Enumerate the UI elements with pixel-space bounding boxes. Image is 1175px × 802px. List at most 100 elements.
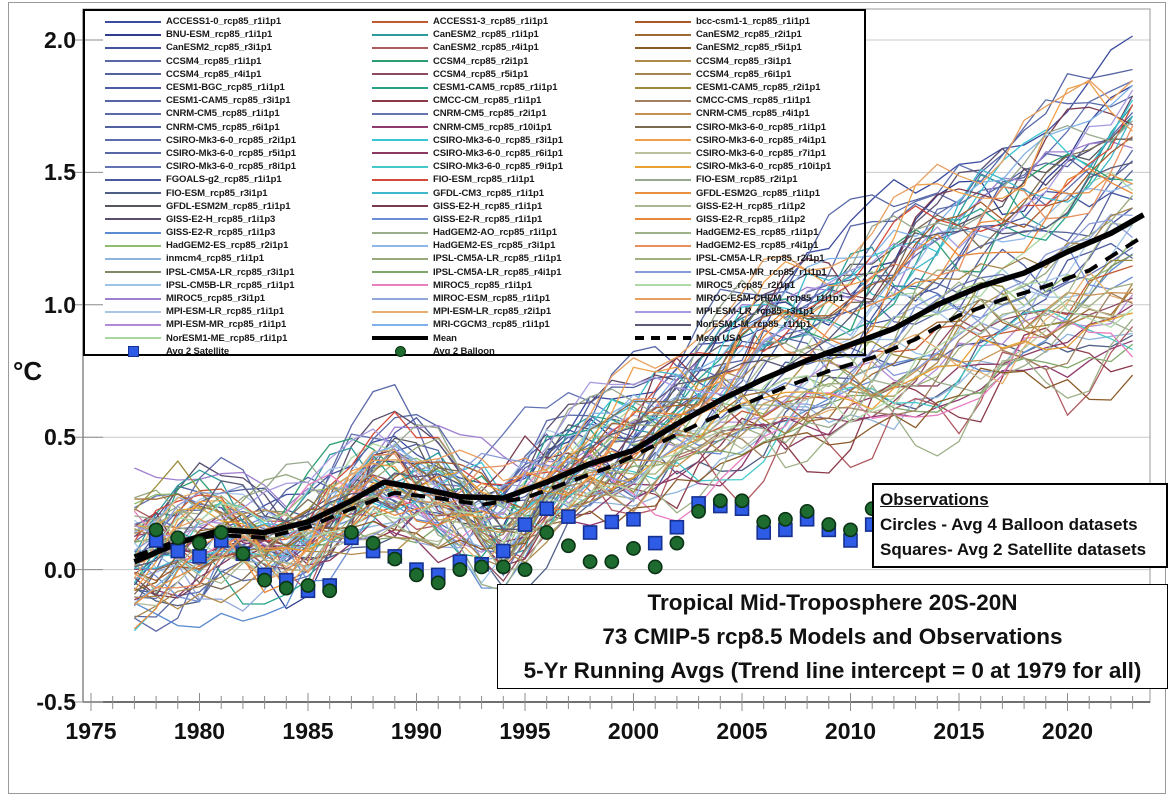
legend-item: CSIRO-Mk3-6-0_rcp85_r7i1p1 [635,147,844,160]
legend-item-label: BNU-ESM_rcp85_r1i1p1 [166,29,273,41]
legend-line-swatch [635,68,691,81]
legend-item: GISS-E2-R_rcp85_r1i1p3 [105,226,296,239]
legend-item-label: CNRM-CM5_rcp85_r4i1p1 [696,108,810,120]
legend-column: bcc-csm1-1_rcp85_r1i1p1 CanESM2_rcp85_r2i… [635,15,844,352]
legend-line-swatch [105,28,161,41]
legend-item-label: CCSM4_rcp85_r6i1p1 [696,68,792,80]
legend-item: CanESM2_rcp85_r2i1p1 [635,28,844,41]
legend-item-label: CanESM2_rcp85_r4i1p1 [433,42,539,54]
x-tick-label: 1985 [282,718,334,744]
legend-line-swatch [105,252,161,265]
legend-line-swatch [105,200,161,213]
legend-item-label: ACCESS1-3_rcp85_r1i1p1 [433,16,549,28]
legend-line-swatch [635,134,691,147]
legend-item: Avg 2 Satellite [105,345,296,358]
legend-line-swatch [105,134,161,147]
legend-item-label: CNRM-CM5_rcp85_r6i1p1 [166,121,280,133]
legend-item-label: MIROC5_rcp85_r2i1p1 [696,279,795,291]
legend-item: IPSL-CM5B-LR_rcp85_r1i1p1 [105,279,296,292]
satellite-marker [626,511,641,527]
x-tick-label: 1980 [173,718,226,744]
legend-item: CanESM2_rcp85_r5i1p1 [635,41,844,54]
legend-line-swatch [372,55,428,68]
balloon-marker [843,522,858,538]
model-line [133,106,1133,599]
satellite-marker [669,519,685,535]
model-line [134,173,1133,605]
balloon-marker [539,525,555,540]
satellite-marker [582,525,598,540]
balloon-marker [148,522,164,538]
legend-item: GFDL-CM3_rcp85_r1i1p1 [372,186,563,199]
legend-item-label: FIO-ESM_rcp85_r2i1p1 [696,174,798,186]
legend-item-label: HadGEM2-ES_rcp85_r1i1p1 [696,227,819,239]
legend-item-label: MIROC5_rcp85_r1i1p1 [433,279,532,291]
legend-line-swatch [372,187,428,200]
legend-line-swatch [372,147,428,160]
y-tick-label: 0.5 [44,424,76,451]
y-tick-label: 0.0 [44,556,76,583]
legend-item-label: GISS-E2-H_rcp85_r1i1p2 [696,200,806,212]
balloon-marker [626,541,641,556]
legend-item-label: HadGEM2-ES_rcp85_r4i1p1 [696,240,819,252]
legend-item-label: GISS-E2-R_rcp85_r1i1p2 [696,213,806,225]
legend-satellite-square-icon [105,345,161,358]
legend-item: IPSL-CM5A-LR_rcp85_r1i1p1 [372,252,563,265]
legend-item: Avg 2 Balloon [372,345,563,358]
legend-line-swatch [635,305,691,318]
legend-item: CCSM4_rcp85_r2i1p1 [372,55,563,68]
legend-item: FIO-ESM_rcp85_r3i1p1 [105,186,296,199]
legend-item-label: CSIRO-Mk3-6-0_rcp85_r10i1p1 [696,161,832,173]
legend-line-swatch [105,292,161,305]
legend-line-swatch [105,41,161,54]
legend-line-swatch [105,318,161,331]
legend-item: CESM1-BGC_rcp85_r1i1p1 [105,81,296,94]
legend-item: HadGEM2-ES_rcp85_r3i1p1 [372,239,563,252]
legend-item: HadGEM2-ES_rcp85_r2i1p1 [105,239,296,252]
satellite-marker [495,543,511,559]
legend-item: CNRM-CM5_rcp85_r4i1p1 [635,107,844,120]
legend-item: FIO-ESM_rcp85_r2i1p1 [635,173,844,186]
legend-line-swatch [105,68,161,81]
legend-line-swatch [635,266,691,279]
legend-item-label: IPSL-CM5A-LR_rcp85_r3i1p1 [166,266,295,278]
observations-satellite-note: Squares- Avg 2 Satellite datasets [880,540,1147,559]
legend-line-swatch [105,226,161,239]
legend-item-label: MRI-CGCM3_rcp85_r1i1p1 [433,319,550,331]
model-line [134,195,1134,568]
model-line [133,81,1134,591]
model-line [134,190,1133,595]
legend-underlay [83,9,866,356]
legend-box: ACCESS1-0_rcp85_r1i1p1 BNU-ESM_rcp85_r1i1… [83,9,866,358]
legend-item-label: CSIRO-Mk3-6-0_rcp85_r5i1p1 [166,147,296,159]
legend-item: GISS-E2-H_rcp85_r1i1p2 [635,200,844,213]
legend-item: inmcm4_rcp85_r1i1p1 [105,252,296,265]
legend-item-label: FIO-ESM_rcp85_r1i1p1 [433,174,535,186]
legend-item: GFDL-ESM2G_rcp85_r1i1p1 [635,186,844,199]
legend-item-label: inmcm4_rcp85_r1i1p1 [166,253,264,265]
x-tick-label: 2000 [607,718,660,744]
legend-line-swatch [105,81,161,94]
legend-item-label: MPI-ESM-LR_rcp85_r3i1p1 [696,306,815,318]
satellite-marker [192,549,207,564]
model-line [133,224,1134,584]
legend-item: Mean USA [635,332,844,345]
legend-item: MIROC-ESM_rcp85_r1i1p1 [372,292,563,305]
model-line [133,319,1134,561]
legend-item: MPI-ESM-LR_rcp85_r2i1p1 [372,305,563,318]
legend-line-swatch [635,15,691,28]
legend-item-label: CNRM-CM5_rcp85_r2i1p1 [433,108,547,120]
balloon-marker [561,538,576,554]
legend-line-swatch [372,318,428,331]
satellite-marker [604,514,620,530]
legend-line-swatch [372,252,428,265]
balloon-marker [278,580,294,596]
legend-item-label: Avg 2 Satellite [166,345,230,357]
legend-item-label: IPSL-CM5A-LR_rcp85_r2i1p1 [696,253,825,265]
observations-box: Observations Circles - Avg 4 Balloon dat… [872,483,1168,568]
legend-item: HadGEM2-ES_rcp85_r1i1p1 [635,226,844,239]
legend-line-swatch [372,121,428,134]
legend-line-swatch [635,252,691,265]
balloon-marker [799,503,815,519]
